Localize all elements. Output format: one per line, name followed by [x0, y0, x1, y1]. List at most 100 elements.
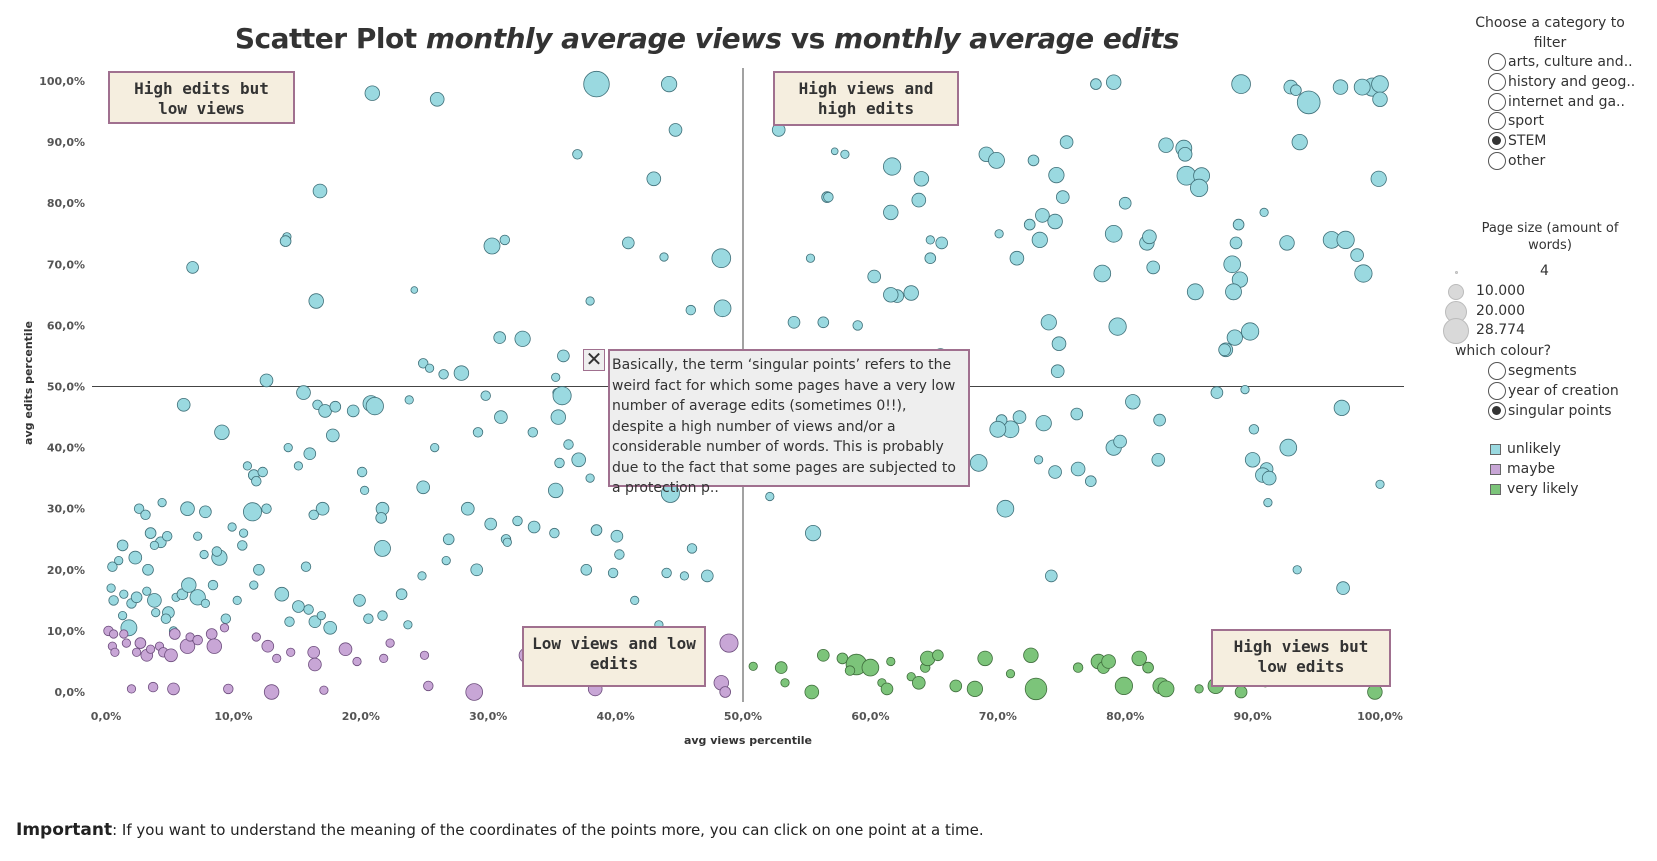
data-point-unlikely[interactable] — [550, 409, 567, 425]
data-point-maybe[interactable] — [109, 629, 119, 639]
data-point-unlikely[interactable] — [418, 358, 429, 369]
data-point-unlikely[interactable] — [548, 482, 564, 499]
colour-key-maybe[interactable]: maybe — [1490, 459, 1555, 479]
data-point-maybe[interactable] — [121, 638, 132, 648]
data-point-unlikely[interactable] — [107, 561, 118, 572]
data-point-unlikely[interactable] — [1291, 134, 1308, 151]
data-point-unlikely[interactable] — [1292, 565, 1302, 575]
data-point-unlikely[interactable] — [572, 149, 583, 160]
data-point-very-likely[interactable] — [1142, 661, 1154, 674]
data-point-unlikely[interactable] — [363, 613, 374, 624]
data-point-unlikely[interactable] — [253, 563, 265, 576]
data-point-very-likely[interactable] — [911, 675, 926, 690]
data-point-unlikely[interactable] — [913, 171, 930, 187]
data-point-maybe[interactable] — [308, 657, 322, 672]
data-point-unlikely[interactable] — [257, 466, 268, 478]
data-point-unlikely[interactable] — [583, 70, 610, 98]
data-point-maybe[interactable] — [169, 628, 181, 640]
data-point-unlikely[interactable] — [472, 427, 484, 438]
data-point-unlikely[interactable] — [549, 527, 560, 539]
data-point-unlikely[interactable] — [1350, 248, 1364, 262]
data-point-unlikely[interactable] — [242, 502, 262, 522]
data-point-maybe[interactable] — [146, 644, 156, 654]
data-point-unlikely[interactable] — [312, 183, 328, 199]
data-point-unlikely[interactable] — [1009, 250, 1025, 266]
data-point-unlikely[interactable] — [883, 204, 899, 221]
data-point-unlikely[interactable] — [852, 320, 863, 331]
data-point-unlikely[interactable] — [308, 615, 322, 628]
data-point-unlikely[interactable] — [1333, 399, 1350, 416]
data-point-unlikely[interactable] — [765, 491, 775, 502]
data-point-unlikely[interactable] — [365, 396, 384, 416]
data-point-unlikely[interactable] — [590, 524, 603, 536]
data-point-unlikely[interactable] — [303, 447, 317, 461]
data-point-unlikely[interactable] — [1108, 317, 1127, 336]
category-option-other[interactable]: other — [1488, 151, 1545, 171]
data-point-unlikely[interactable] — [527, 520, 541, 534]
data-point-unlikely[interactable] — [1153, 413, 1166, 427]
data-point-unlikely[interactable] — [237, 540, 248, 551]
data-point-maybe[interactable] — [263, 684, 280, 700]
data-point-unlikely[interactable] — [1151, 452, 1166, 467]
data-point-unlikely[interactable] — [180, 501, 195, 517]
radio-icon[interactable] — [1488, 362, 1506, 380]
radio-icon[interactable] — [1488, 73, 1506, 91]
data-point-unlikely[interactable] — [1279, 235, 1295, 251]
data-point-unlikely[interactable] — [493, 331, 507, 344]
data-point-very-likely[interactable] — [886, 656, 896, 667]
data-point-maybe[interactable] — [465, 683, 484, 701]
data-point-maybe[interactable] — [134, 637, 147, 649]
data-point-maybe[interactable] — [286, 647, 296, 657]
category-option-internet[interactable]: internet and ga.. — [1488, 92, 1625, 112]
data-point-unlikely[interactable] — [315, 501, 330, 516]
data-point-unlikely[interactable] — [804, 524, 822, 542]
colour-option-year[interactable]: year of creation — [1488, 381, 1619, 401]
data-point-unlikely[interactable] — [1332, 79, 1349, 95]
data-point-unlikely[interactable] — [552, 386, 572, 406]
data-point-maybe[interactable] — [206, 638, 223, 654]
data-point-unlikely[interactable] — [142, 586, 152, 596]
data-point-unlikely[interactable] — [1231, 74, 1251, 94]
data-point-unlikely[interactable] — [630, 595, 640, 606]
radio-selected-icon[interactable] — [1488, 402, 1506, 420]
data-point-unlikely[interactable] — [1158, 137, 1174, 153]
data-point-very-likely[interactable] — [1101, 654, 1116, 669]
data-point-unlikely[interactable] — [1035, 415, 1052, 432]
data-point-unlikely[interactable] — [292, 600, 305, 613]
data-point-very-likely[interactable] — [906, 672, 916, 682]
data-point-unlikely[interactable] — [571, 452, 586, 468]
data-point-unlikely[interactable] — [713, 299, 732, 318]
data-point-unlikely[interactable] — [969, 454, 988, 472]
data-point-unlikely[interactable] — [283, 442, 293, 453]
data-point-unlikely[interactable] — [882, 157, 902, 176]
data-point-unlikely[interactable] — [1023, 218, 1036, 231]
data-point-unlikely[interactable] — [1248, 424, 1260, 435]
radio-icon[interactable] — [1488, 382, 1506, 400]
data-point-unlikely[interactable] — [700, 569, 714, 583]
data-point-unlikely[interactable] — [1048, 167, 1065, 184]
data-point-unlikely[interactable] — [147, 593, 162, 608]
data-point-unlikely[interactable] — [220, 613, 232, 624]
data-point-unlikely[interactable] — [925, 235, 935, 245]
data-point-unlikely[interactable] — [483, 237, 501, 255]
data-point-unlikely[interactable] — [460, 501, 475, 516]
data-point-very-likely[interactable] — [1005, 669, 1016, 679]
data-point-unlikely[interactable] — [1050, 364, 1065, 379]
category-option-history[interactable]: history and geog.. — [1488, 72, 1635, 92]
data-point-unlikely[interactable] — [116, 539, 129, 552]
data-point-unlikely[interactable] — [1259, 207, 1269, 217]
data-point-very-likely[interactable] — [804, 684, 820, 700]
data-point-unlikely[interactable] — [883, 287, 899, 303]
data-point-unlikely[interactable] — [1040, 314, 1057, 331]
data-point-unlikely[interactable] — [830, 147, 839, 156]
data-point-unlikely[interactable] — [227, 522, 237, 532]
data-point-unlikely[interactable] — [417, 571, 427, 581]
colour-option-singular[interactable]: singular points — [1488, 401, 1612, 421]
data-point-unlikely[interactable] — [453, 365, 470, 381]
data-point-unlikely[interactable] — [1034, 455, 1044, 465]
data-point-very-likely[interactable] — [1234, 685, 1248, 699]
data-point-unlikely[interactable] — [1223, 255, 1241, 274]
data-point-unlikely[interactable] — [1336, 230, 1355, 249]
data-point-unlikely[interactable] — [300, 561, 312, 572]
data-point-unlikely[interactable] — [817, 316, 830, 329]
